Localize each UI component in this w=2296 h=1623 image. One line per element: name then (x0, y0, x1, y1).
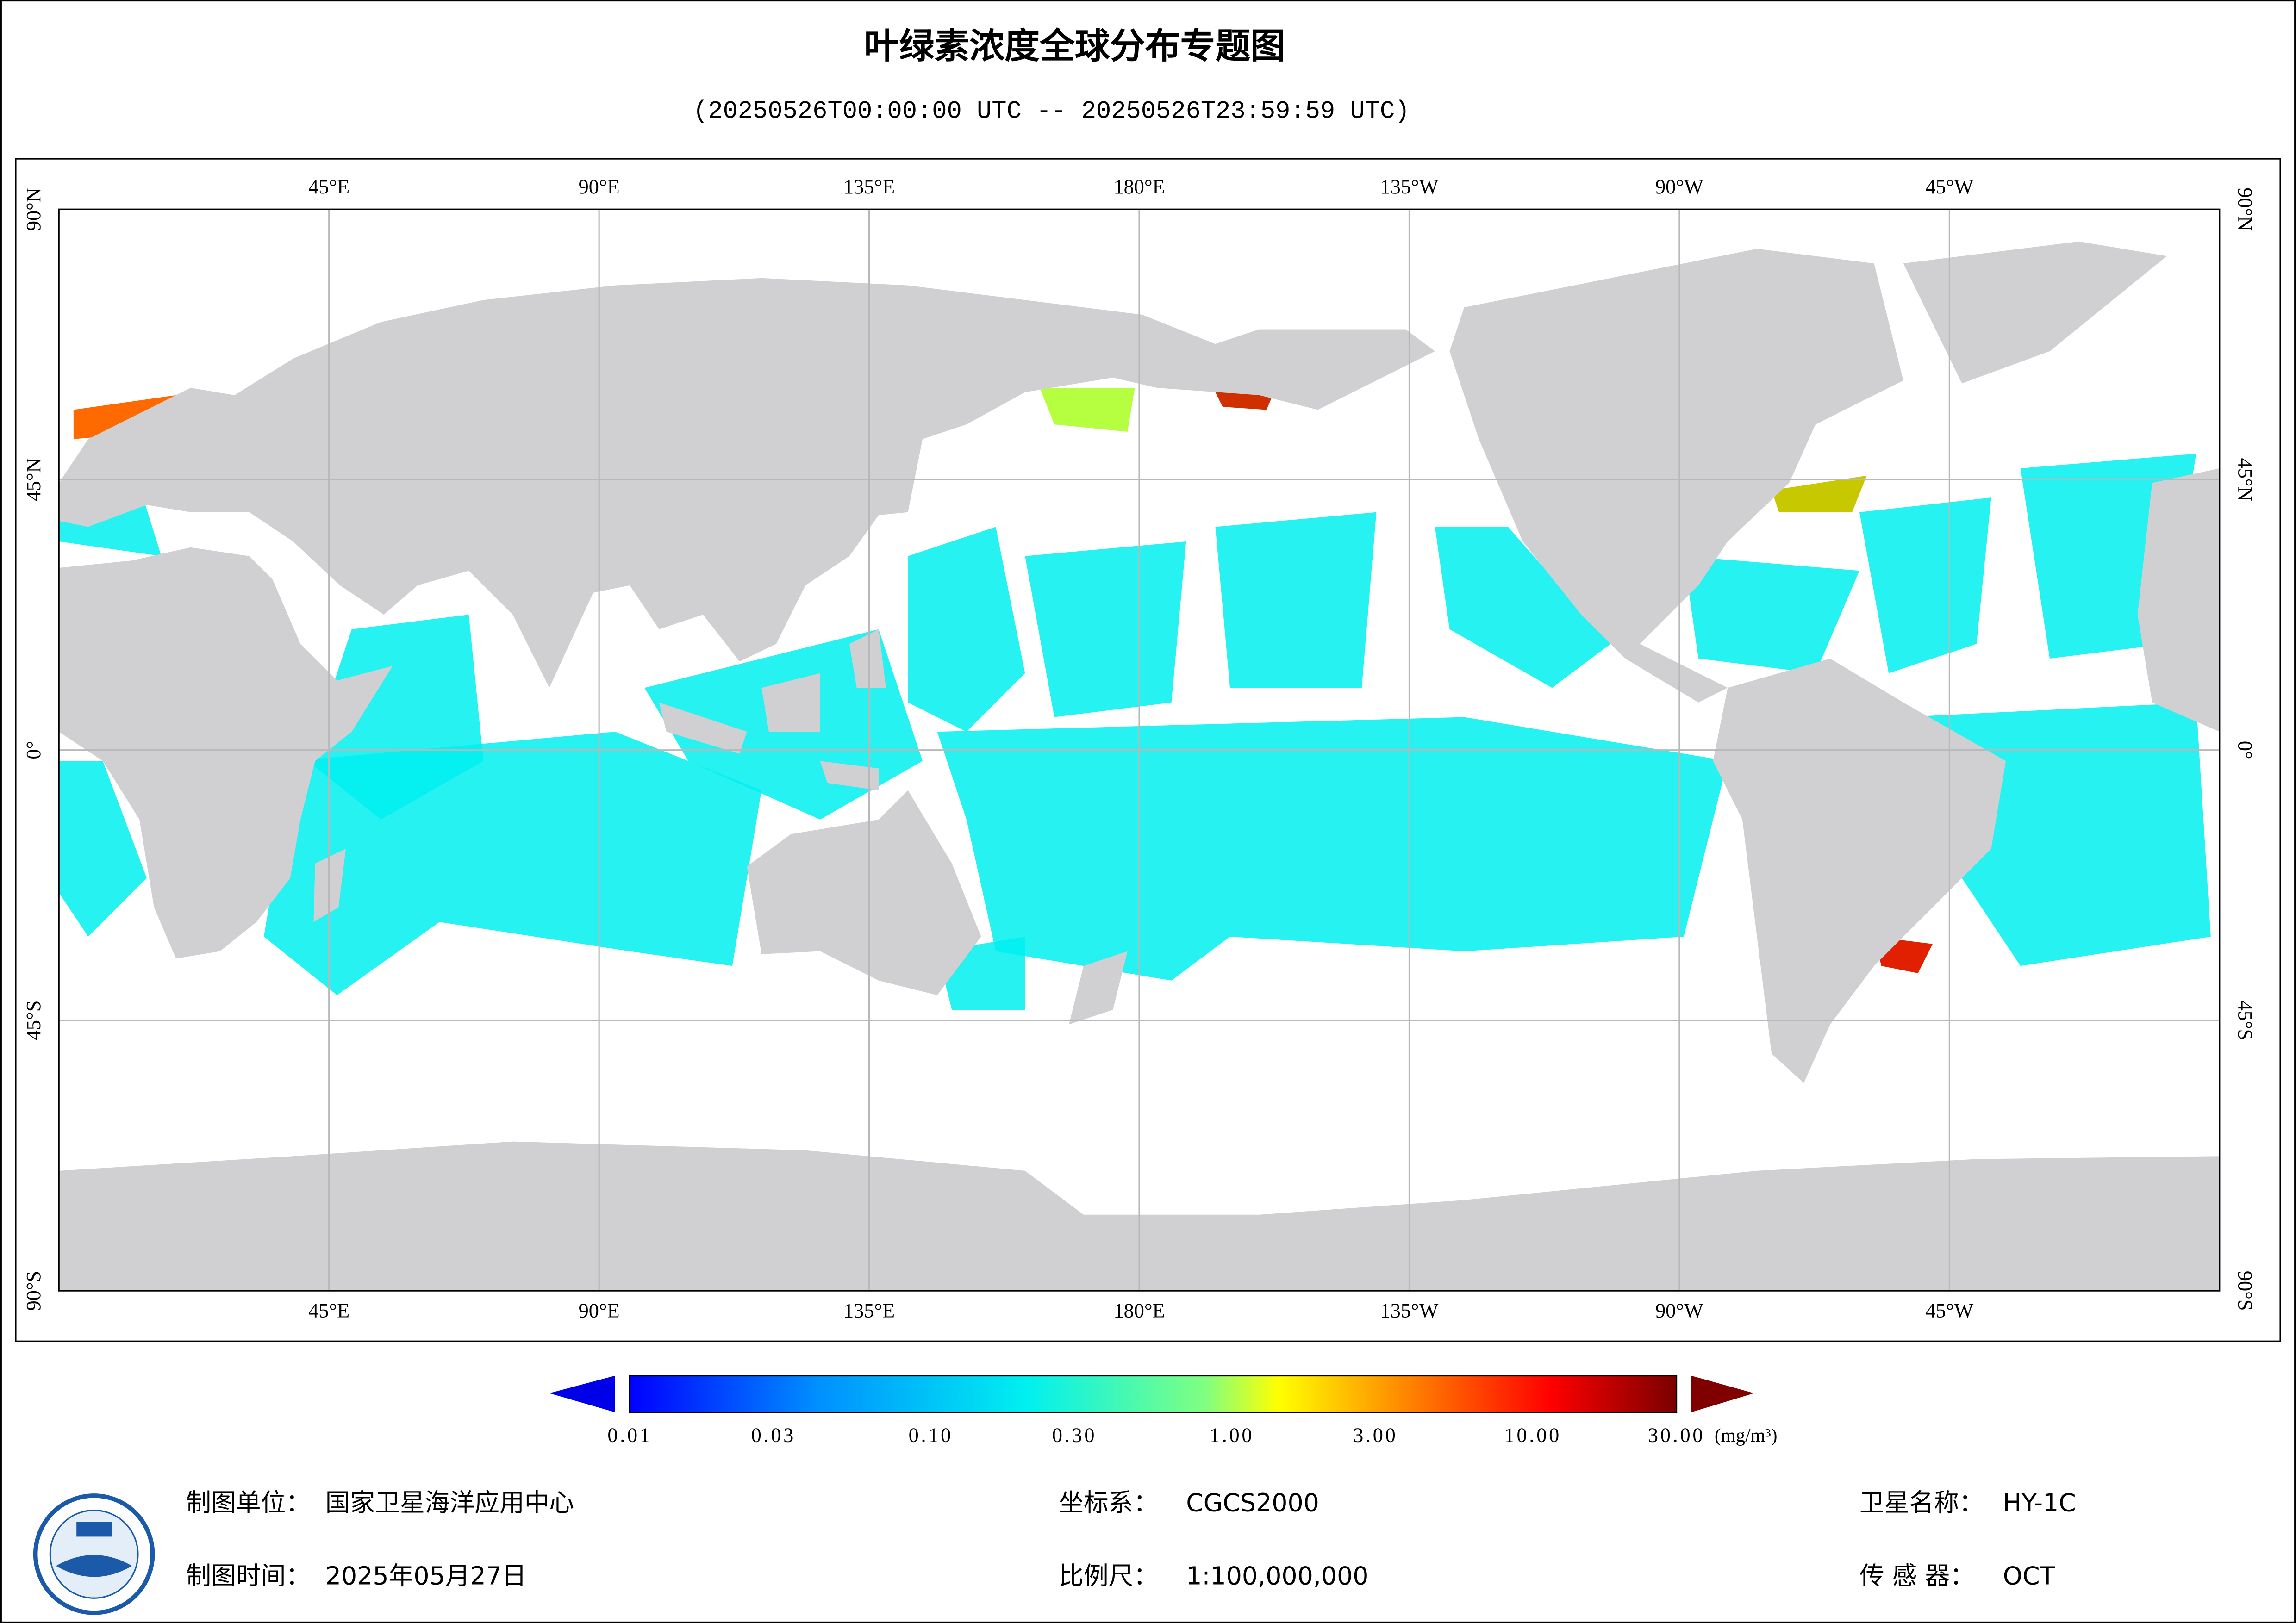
lon-label: 45°W (1925, 1300, 1973, 1322)
colorbar: 0.01 0.03 0.10 0.30 1.00 3.00 10.00 30.00 (mg/m… (549, 1374, 1778, 1447)
footer-label: 传 感 器： (1859, 1561, 1975, 1591)
map-labels: 45°E 45°E 90°E 90°E 135°E 135°E 180°E 180°E 135°… (22, 175, 2256, 1322)
lat-label: 90°N (2234, 187, 2256, 231)
colorbar-low-arrow (549, 1375, 615, 1412)
lat-label: 0° (2234, 741, 2256, 759)
footer-value: 2025年05月27日 (325, 1561, 527, 1591)
footer-value: CGCS2000 (1186, 1488, 1319, 1517)
footer-label: 制图时间： (186, 1561, 311, 1591)
map-border (58, 208, 2221, 1292)
chlorophyll-swaths (59, 388, 2211, 1010)
lon-label: 180°E (1113, 1300, 1165, 1322)
lon-label: 135°W (1380, 1300, 1439, 1322)
colorbar-tick-label: 0.30 (1052, 1424, 1097, 1447)
lat-label: 45°N (2234, 458, 2256, 501)
lon-label: 180°E (1113, 175, 1165, 198)
map-frame (15, 158, 2281, 1342)
lon-label: 135°W (1380, 175, 1439, 198)
subtitle: (20250526T00:00:00 UTC -- 20250526T23:59… (693, 98, 1410, 126)
colorbar-tick-label: 10.00 (1504, 1424, 1561, 1447)
lon-label: 45°E (308, 175, 349, 198)
colorbar-tick-label: 0.01 (607, 1424, 652, 1447)
footer-label: 制图单位： (186, 1488, 311, 1517)
footer-label: 比例尺： (1059, 1561, 1158, 1591)
logo (33, 1493, 155, 1615)
footer-value: HY-1C (2003, 1488, 2076, 1517)
lat-label: 0° (22, 741, 45, 759)
colorbar-tick-label: 3.00 (1353, 1424, 1398, 1447)
footer-value: 1:100,000,000 (1186, 1561, 1368, 1591)
colorbar-tick-label: 30.00 (1648, 1424, 1705, 1447)
lon-label: 90°W (1655, 175, 1703, 198)
lat-label: 90°S (2234, 1271, 2256, 1311)
footer-label: 卫星名称： (1859, 1488, 1984, 1517)
lat-label: 45°S (2234, 1001, 2256, 1041)
lon-label: 135°E (843, 1300, 895, 1322)
lon-label: 45°E (308, 1300, 349, 1322)
lon-label: 45°W (1925, 175, 1973, 198)
footer-label: 坐标系： (1059, 1488, 1158, 1517)
graticule (59, 209, 2220, 1291)
lat-label: 45°N (22, 458, 45, 501)
lat-label: 45°S (22, 1001, 45, 1041)
colorbar-tick-label: 0.03 (751, 1424, 796, 1447)
colorbar-unit: (mg/m³) (1715, 1424, 1778, 1446)
lat-label: 90°N (22, 187, 45, 231)
footer-value: 国家卫星海洋应用中心 (325, 1488, 574, 1517)
colorbar-gradient (629, 1374, 1678, 1413)
lon-label: 90°W (1655, 1300, 1703, 1322)
lon-label: 90°E (579, 1300, 620, 1322)
title: 叶绿素浓度全球分布专题图 (864, 25, 1286, 66)
lat-label: 90°S (22, 1271, 45, 1311)
colorbar-high-arrow (1691, 1375, 1754, 1412)
map (59, 209, 2220, 1291)
colorbar-tick-label: 1.00 (1210, 1424, 1254, 1447)
lon-label: 135°E (843, 175, 895, 198)
footer-value: OCT (2003, 1561, 2055, 1591)
lon-label: 90°E (579, 175, 620, 198)
colorbar-tick-label: 0.10 (909, 1424, 953, 1447)
